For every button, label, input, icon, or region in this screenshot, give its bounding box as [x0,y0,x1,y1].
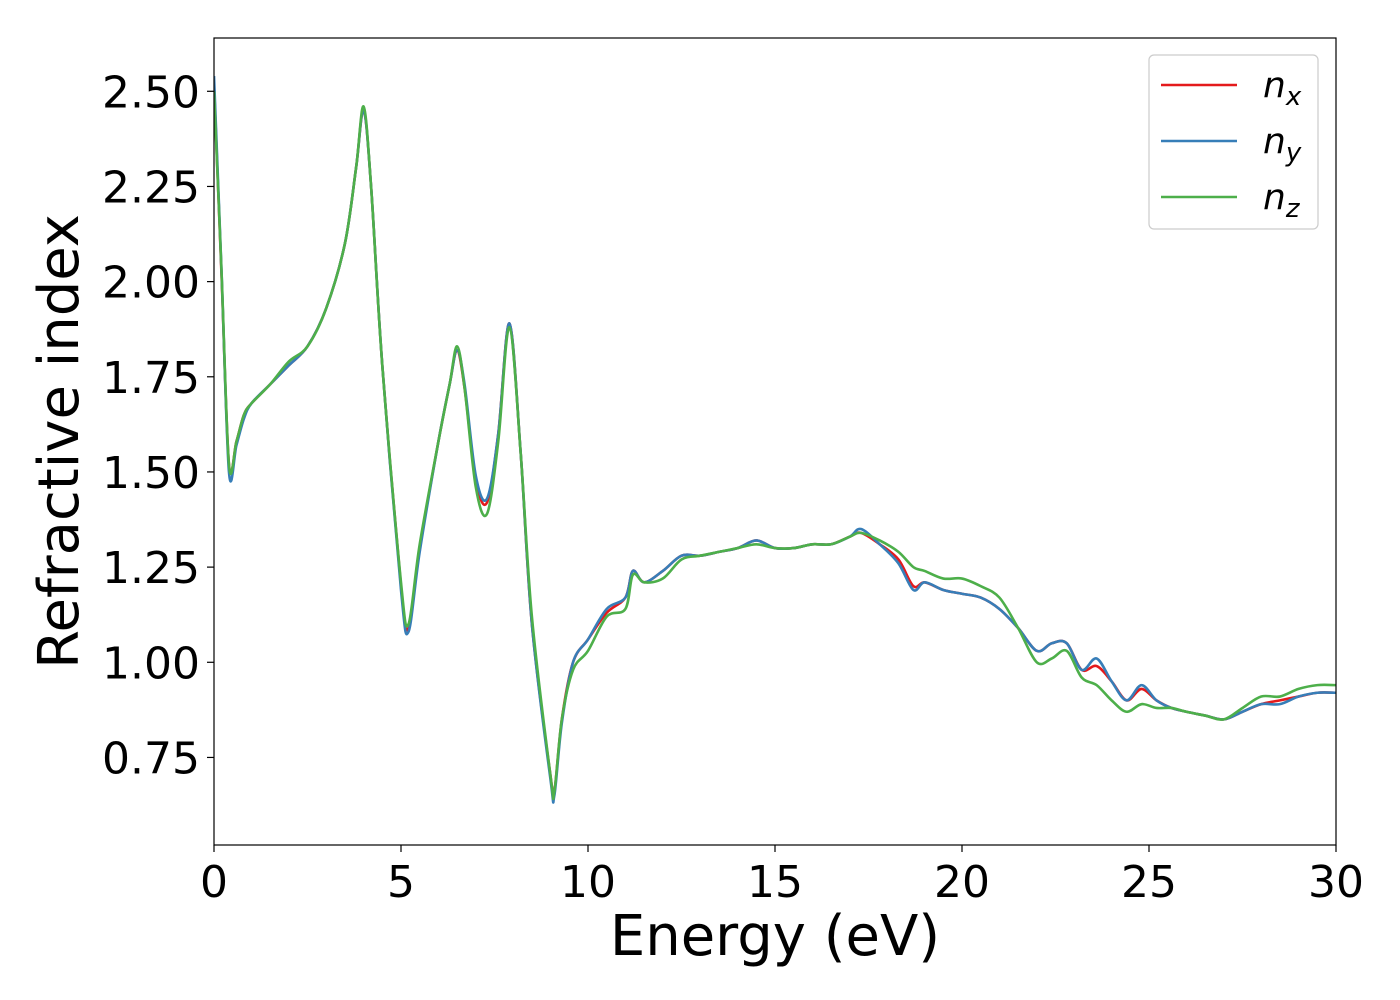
series-line-y [214,76,1336,804]
y-tick-label: 2.00 [102,258,200,309]
x-tick-label: 5 [387,857,415,908]
y-tick-label: 1.25 [102,543,200,594]
x-tick-label: 30 [1308,857,1364,908]
legend-label: nx [1263,65,1302,112]
y-tick-label: 2.25 [102,162,200,213]
x-tick-label: 15 [747,857,803,908]
y-tick-label: 0.75 [102,733,200,784]
legend-item-y: ny [1161,121,1302,168]
series-line-z [214,91,1336,801]
y-tick-label: 2.50 [102,67,200,118]
y-tick-label: 1.75 [102,353,200,404]
legend-item-x: nx [1161,65,1302,112]
legend-label: ny [1263,121,1302,168]
x-tick-label: 0 [200,857,228,908]
series-layer [214,76,1336,804]
y-tick-label: 1.00 [102,638,200,689]
legend: nx ny nz [1148,54,1319,230]
x-axis: 0 5 10 15 20 25 30 [200,845,1364,908]
y-axis: 0.75 1.00 1.25 1.50 1.75 2.00 2.25 2.50 [102,67,214,784]
legend-label: nz [1263,177,1301,224]
legend-item-z: nz [1161,177,1301,224]
y-tick-label: 1.50 [102,448,200,499]
y-axis-label: Refractive index [27,214,92,669]
x-axis-label: Energy (eV) [610,904,940,969]
x-tick-label: 20 [934,857,990,908]
x-tick-label: 25 [1121,857,1177,908]
x-tick-label: 10 [560,857,616,908]
